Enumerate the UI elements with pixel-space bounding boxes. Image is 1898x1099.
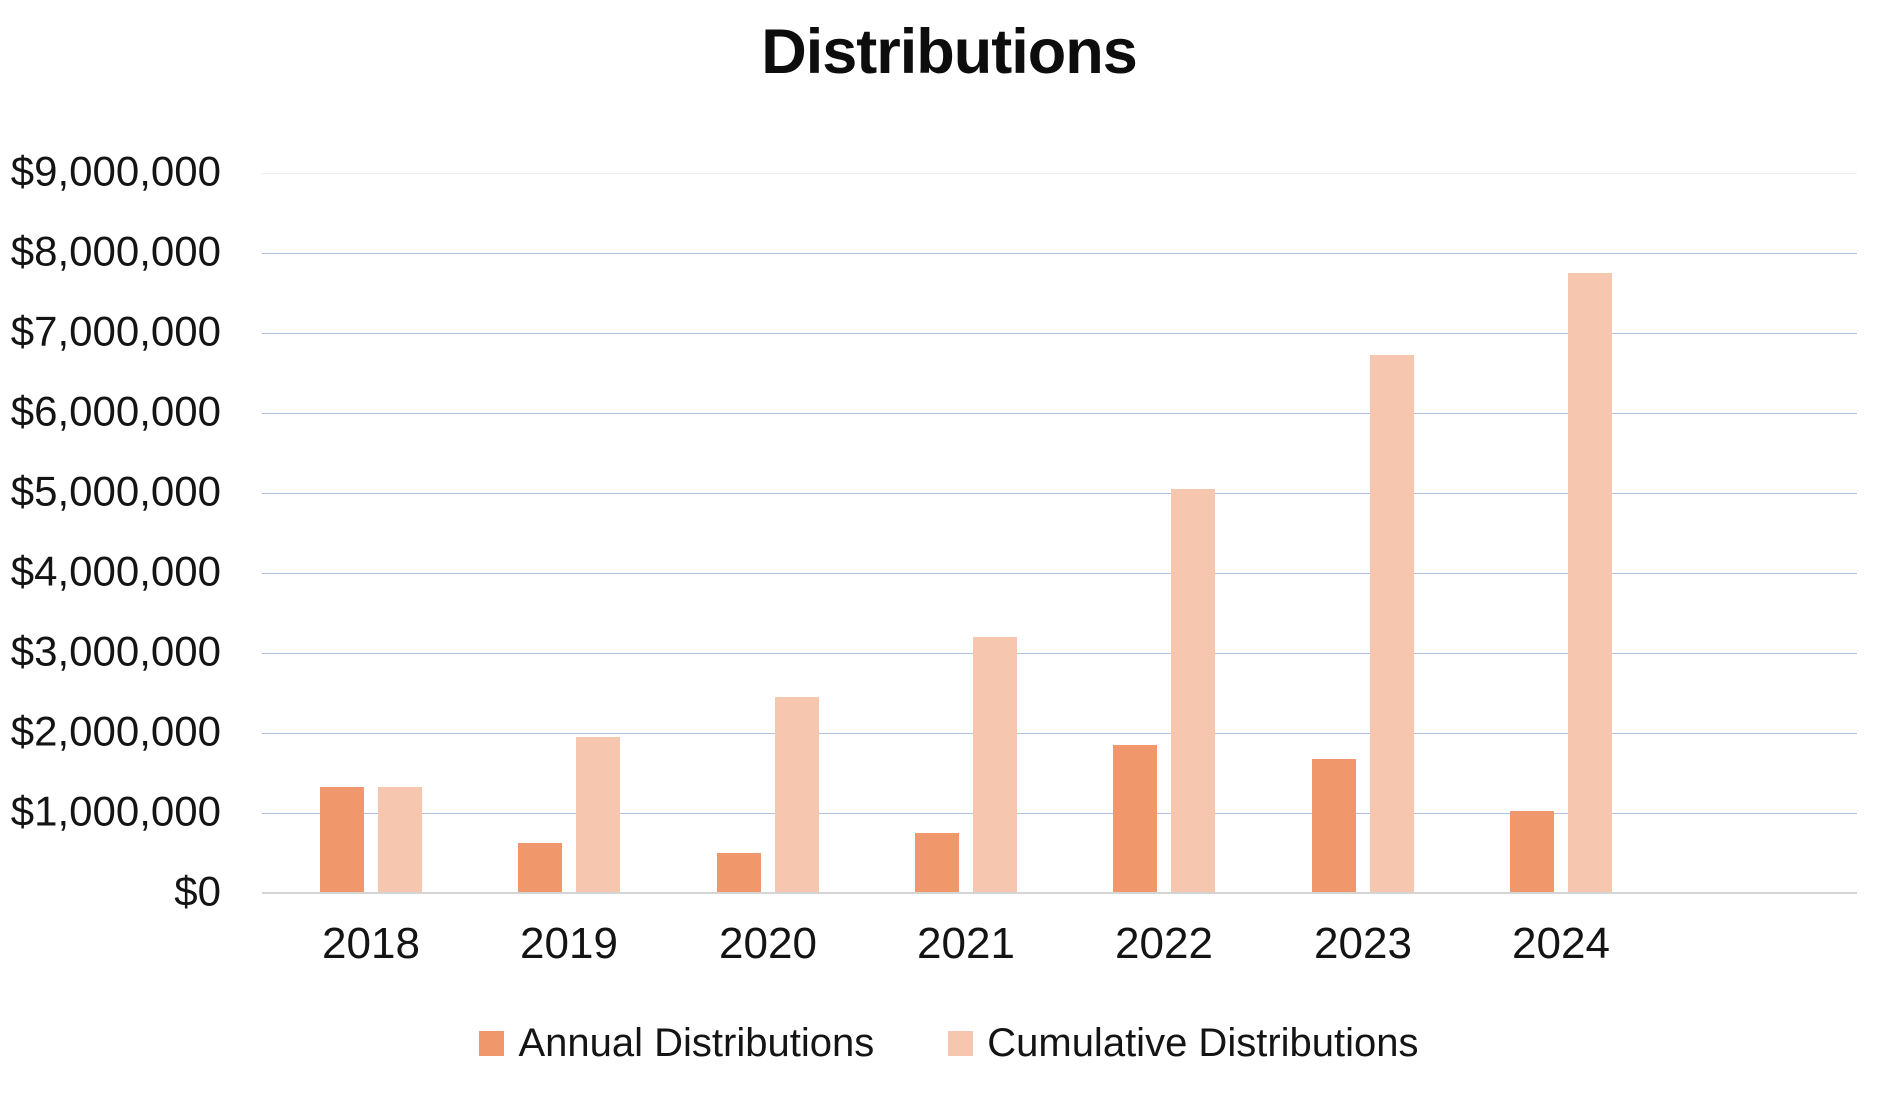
y-axis-tick-label: $1,000,000 — [10, 787, 221, 835]
gridline — [262, 813, 1857, 814]
legend-label: Cumulative Distributions — [987, 1021, 1419, 1065]
y-axis-tick-label: $7,000,000 — [10, 307, 221, 355]
y-axis-tick-label: $6,000,000 — [10, 387, 221, 435]
y-axis-tick-label: $3,000,000 — [10, 627, 221, 675]
y-axis-tick-label: $9,000,000 — [10, 147, 221, 195]
x-axis-tick-label: 2022 — [1115, 919, 1213, 968]
y-axis-tick-label: $8,000,000 — [10, 227, 221, 275]
gridline — [262, 333, 1857, 334]
bar-cumulative-2020 — [775, 697, 819, 892]
bar-annual-2022 — [1113, 745, 1157, 892]
gridline — [262, 653, 1857, 654]
legend-swatch-cumulative — [948, 1030, 974, 1056]
legend-label: Annual Distributions — [518, 1021, 875, 1065]
bar-annual-2024 — [1510, 811, 1554, 892]
y-axis-tick-label: $0 — [174, 867, 221, 915]
bar-cumulative-2022 — [1171, 489, 1215, 892]
gridline — [262, 573, 1857, 574]
x-axis-tick-label: 2024 — [1512, 919, 1610, 968]
gridline — [262, 413, 1857, 414]
gridline — [262, 253, 1857, 254]
bar-annual-2019 — [518, 843, 562, 892]
x-axis-line — [262, 892, 1857, 894]
bar-annual-2023 — [1312, 759, 1356, 892]
legend-swatch-annual — [479, 1030, 505, 1056]
chart-title: Distributions — [761, 17, 1138, 87]
bar-annual-2018 — [320, 787, 364, 892]
gridline — [262, 493, 1857, 494]
legend-item: Annual Distributions — [479, 1019, 874, 1067]
bar-annual-2021 — [915, 833, 959, 892]
y-axis-tick-label: $2,000,000 — [10, 707, 221, 755]
x-axis-tick-label: 2019 — [520, 919, 618, 968]
bar-annual-2020 — [717, 853, 761, 892]
x-axis-tick-label: 2021 — [917, 919, 1015, 968]
bar-cumulative-2018 — [378, 787, 422, 892]
x-axis-tick-label: 2018 — [322, 919, 420, 968]
x-axis-tick-label: 2020 — [719, 919, 817, 968]
gridline — [262, 173, 1857, 174]
bar-cumulative-2024 — [1568, 273, 1612, 892]
legend-item: Cumulative Distributions — [948, 1019, 1419, 1067]
bar-cumulative-2023 — [1370, 355, 1414, 892]
legend: Annual Distributions Cumulative Distribut… — [0, 1019, 1898, 1067]
bar-cumulative-2021 — [973, 637, 1017, 892]
gridline — [262, 733, 1857, 734]
y-axis-tick-label: $4,000,000 — [10, 547, 221, 595]
y-axis-tick-label: $5,000,000 — [10, 467, 221, 515]
bar-cumulative-2019 — [576, 737, 620, 892]
x-axis-tick-label: 2023 — [1314, 919, 1412, 968]
